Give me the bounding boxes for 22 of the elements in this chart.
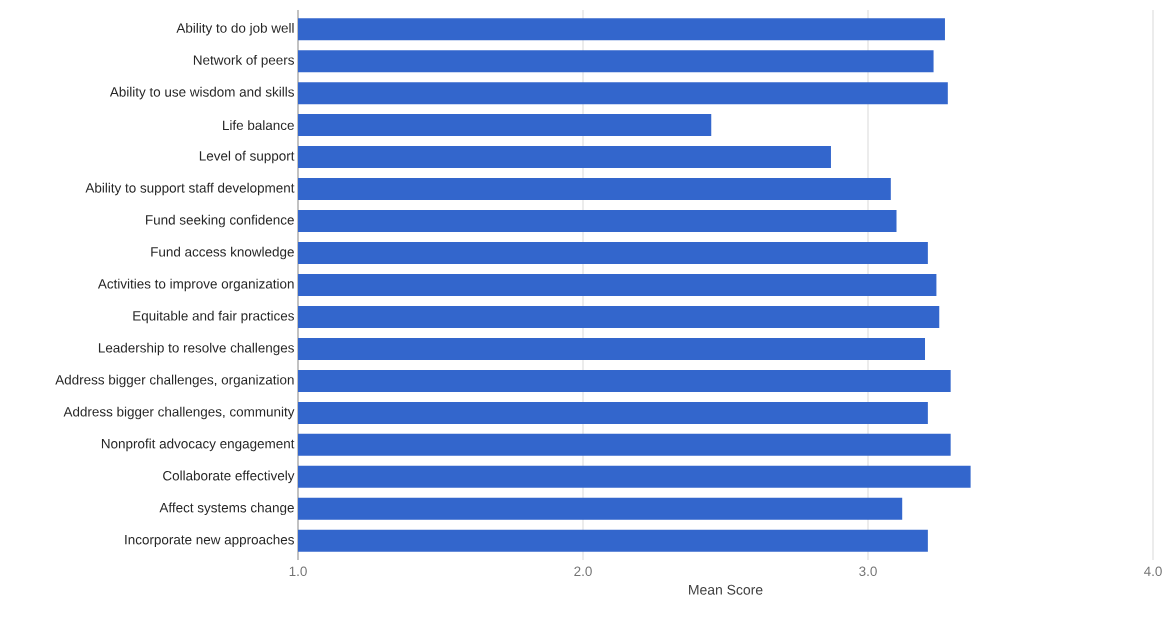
y-tick-label: Network of peers: [193, 54, 294, 68]
y-tick-label: Ability to use wisdom and skills: [109, 86, 294, 100]
y-tick-label: Activities to improve organization: [97, 278, 294, 292]
x-tick-label: 4.0: [1143, 566, 1162, 577]
x-tick-label: 2.0: [574, 566, 592, 577]
y-tick-label: Collaborate effectively: [163, 470, 295, 484]
y-tick-label: Nonprofit advocacy engagement: [101, 438, 295, 452]
x-tick-label: 1.0: [289, 566, 307, 577]
y-tick-label: Address bigger challenges, community: [63, 406, 295, 420]
y-tick-label: Level of support: [199, 150, 295, 164]
y-tick-label: Equitable and fair practices: [133, 310, 294, 324]
y-tick-label: Ability to do job well: [176, 22, 294, 36]
x-tick-label: 3.0: [859, 566, 877, 577]
y-tick-label: Address bigger challenges, organization: [55, 374, 294, 388]
y-tick-label: Ability to support staff development: [85, 182, 295, 196]
y-tick-label: Incorporate new approaches: [125, 534, 294, 548]
x-axis-title: Mean Score: [689, 584, 763, 595]
y-tick-label: Fund seeking confidence: [146, 214, 294, 228]
y-tick-label: Fund access knowledge: [151, 246, 294, 260]
y-tick-label: Affect systems change: [159, 502, 294, 516]
y-tick-label: Life balance: [223, 120, 294, 131]
y-tick-label: Leadership to resolve challenges: [98, 342, 294, 356]
